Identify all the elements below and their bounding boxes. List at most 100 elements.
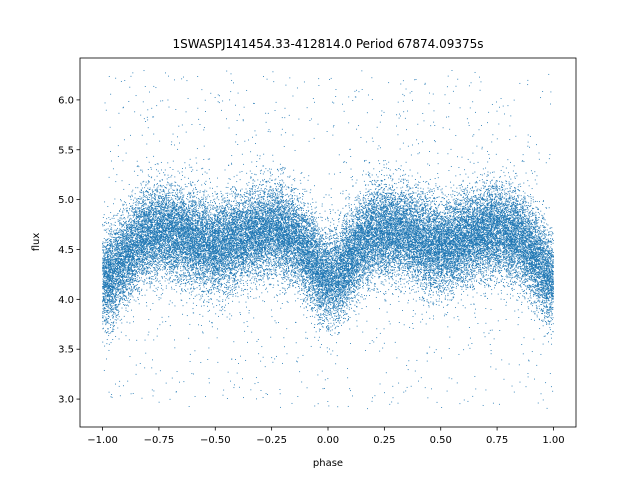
data-point	[348, 205, 350, 207]
data-point	[203, 286, 205, 288]
data-point	[500, 256, 502, 258]
data-point	[103, 319, 105, 321]
data-point	[388, 277, 390, 279]
data-point	[519, 82, 521, 84]
data-point	[516, 228, 518, 230]
data-point	[259, 256, 261, 257]
data-point	[283, 263, 285, 265]
data-point	[394, 211, 396, 213]
data-point	[340, 292, 342, 294]
data-point	[142, 266, 144, 268]
data-point	[271, 204, 273, 206]
data-point	[428, 293, 430, 295]
data-point	[266, 182, 268, 184]
data-point	[165, 203, 167, 205]
data-point	[264, 301, 265, 303]
data-point	[250, 205, 252, 207]
data-point	[369, 343, 371, 344]
data-point	[219, 255, 221, 257]
data-point	[369, 241, 371, 243]
data-point	[187, 268, 189, 270]
data-point	[345, 291, 347, 292]
data-point	[312, 292, 314, 294]
data-point	[338, 321, 340, 323]
data-point	[402, 232, 404, 234]
data-point	[382, 281, 384, 283]
data-point	[250, 208, 252, 210]
data-point	[227, 274, 229, 276]
data-point	[275, 355, 277, 357]
data-point	[201, 196, 203, 198]
data-point	[499, 176, 501, 178]
data-point	[233, 220, 235, 221]
data-point	[162, 292, 164, 294]
data-point	[292, 178, 294, 180]
data-point	[472, 101, 474, 103]
data-point	[552, 269, 553, 271]
data-point	[319, 302, 321, 304]
data-point	[454, 228, 456, 229]
data-point	[264, 228, 266, 230]
data-point	[455, 214, 456, 216]
data-point	[472, 296, 474, 298]
data-point	[488, 219, 490, 221]
data-point	[231, 315, 233, 317]
data-point	[517, 240, 519, 242]
data-point	[552, 291, 554, 293]
data-point	[407, 266, 408, 268]
data-point	[494, 276, 496, 278]
data-point	[247, 215, 249, 217]
data-point	[436, 262, 438, 263]
data-point	[374, 246, 376, 248]
data-point	[102, 267, 104, 269]
data-point	[259, 181, 261, 183]
data-point	[467, 273, 469, 275]
data-point	[134, 226, 136, 228]
data-point	[542, 310, 543, 312]
data-point	[328, 288, 330, 290]
data-point	[123, 294, 125, 296]
data-point	[333, 253, 335, 255]
data-point	[215, 233, 217, 235]
data-point	[249, 270, 251, 272]
data-point	[318, 227, 320, 229]
data-point	[288, 196, 289, 198]
data-point	[236, 213, 238, 215]
data-point	[473, 220, 475, 222]
data-point	[192, 223, 194, 225]
data-point	[495, 183, 497, 185]
data-point	[138, 288, 140, 290]
data-point	[130, 285, 132, 287]
data-point	[433, 282, 435, 283]
data-point	[244, 224, 245, 226]
data-point	[339, 322, 341, 324]
data-point	[436, 231, 437, 233]
data-point	[499, 106, 500, 108]
data-point	[278, 322, 279, 323]
data-point	[465, 215, 467, 217]
data-point	[123, 139, 125, 141]
data-point	[423, 221, 425, 223]
data-point	[342, 290, 344, 292]
data-point	[408, 257, 410, 259]
data-point	[456, 235, 458, 237]
data-point	[347, 214, 349, 216]
data-point	[340, 211, 342, 213]
data-point	[400, 235, 402, 237]
data-point	[266, 231, 268, 233]
data-point	[249, 234, 251, 236]
data-point	[119, 303, 121, 305]
data-point	[505, 261, 507, 263]
data-point	[425, 219, 427, 220]
data-point	[527, 195, 529, 196]
data-point	[189, 223, 191, 225]
data-point	[501, 184, 503, 186]
data-point	[133, 224, 135, 226]
data-point	[438, 232, 440, 234]
data-point	[282, 262, 284, 264]
data-point	[349, 286, 351, 288]
data-point	[150, 251, 152, 253]
data-point	[415, 228, 417, 230]
data-point	[474, 276, 476, 277]
data-point	[401, 286, 403, 288]
